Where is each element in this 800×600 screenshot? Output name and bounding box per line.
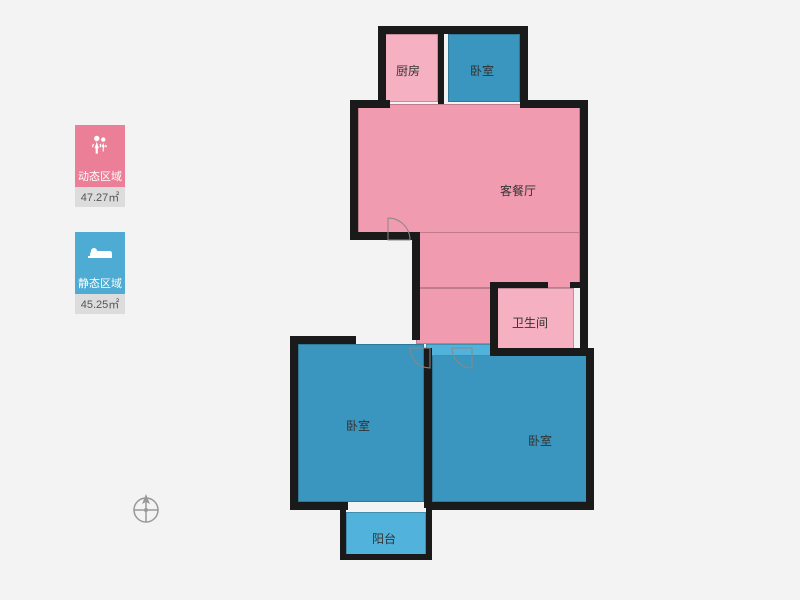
wall-20	[428, 502, 594, 510]
room-living-ext	[416, 232, 580, 288]
wall-7	[580, 100, 588, 356]
wall-17	[586, 348, 594, 508]
wall-6	[520, 100, 588, 108]
room-living	[358, 104, 580, 234]
wall-3	[438, 30, 444, 104]
legend: 动态区域 47.27㎡ 静态区域 45.25㎡	[75, 125, 130, 339]
room-label-living: 客餐厅	[500, 182, 536, 199]
legend-static-title: 静态区域	[75, 272, 125, 294]
room-label-bathroom: 卫生间	[512, 314, 548, 331]
room-label-bedroom-left: 卧室	[346, 417, 370, 434]
wall-0	[378, 26, 528, 34]
wall-14	[570, 282, 582, 288]
wall-18	[424, 348, 432, 508]
wall-13	[490, 282, 548, 288]
bed-icon	[75, 232, 125, 272]
wall-8	[290, 336, 356, 344]
room-label-kitchen: 厨房	[396, 62, 420, 79]
floorplan-canvas: { "background_color": "#f3f3f3", "legend…	[0, 0, 800, 600]
people-icon	[75, 125, 125, 165]
legend-static-value: 45.25㎡	[75, 294, 125, 314]
room-bedroom-right	[432, 352, 590, 502]
room-label-bedroom-right: 卧室	[528, 432, 552, 449]
wall-9	[290, 336, 298, 508]
room-label-balcony: 阳台	[372, 530, 396, 547]
wall-15	[490, 348, 588, 356]
room-label-bedroom-top: 卧室	[470, 62, 494, 79]
legend-dynamic-title: 动态区域	[75, 165, 125, 187]
door-arc-1	[408, 326, 452, 370]
door-arc-0	[364, 216, 412, 264]
wall-2	[520, 26, 528, 106]
wall-21	[340, 506, 346, 560]
legend-static: 静态区域 45.25㎡	[75, 232, 130, 314]
wall-11	[412, 232, 420, 340]
legend-dynamic: 动态区域 47.27㎡	[75, 125, 130, 207]
compass-icon	[128, 490, 164, 531]
wall-1	[378, 26, 386, 106]
wall-23	[340, 554, 432, 560]
wall-5	[350, 100, 358, 240]
legend-dynamic-value: 47.27㎡	[75, 187, 125, 207]
door-arc-2	[450, 326, 494, 370]
wall-22	[426, 506, 432, 560]
